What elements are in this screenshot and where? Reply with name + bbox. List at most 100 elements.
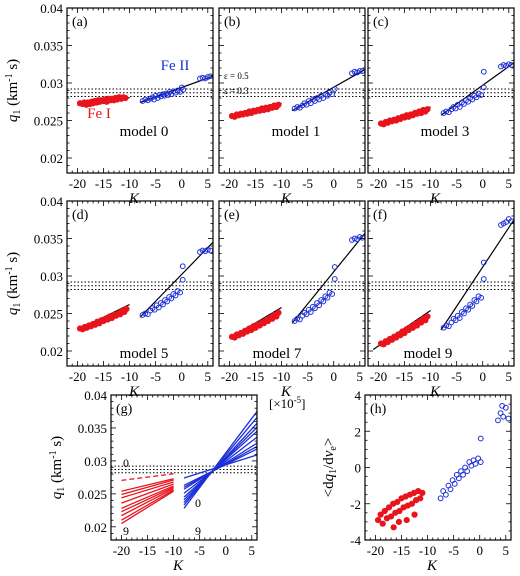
panel-tag: (c)	[373, 15, 389, 30]
fe2-point	[480, 276, 487, 282]
x-tick-label: 0	[479, 176, 486, 191]
y-tick-label: 0.04	[84, 388, 107, 403]
fe2-point	[329, 291, 336, 297]
x-tick-label: 5	[357, 369, 364, 384]
fe2-model-line	[183, 411, 257, 509]
panel-g: -20 -15 -10 -5 0 5 K 0.02 0.025 0.03 0.035 0.04 q1 (…	[48, 388, 258, 574]
fe1-model-line	[121, 478, 174, 492]
fe2-point	[351, 235, 358, 242]
fe1-point	[275, 101, 282, 108]
fe2-fit-line	[440, 219, 514, 331]
epsilon-annotation: ε = 0.5	[224, 71, 249, 81]
panel-e: -20 -15 -10 -5 0 5 K (e) model 7	[218, 200, 366, 400]
panel-tag: (g)	[116, 402, 133, 417]
x-tick-label: -15	[95, 369, 112, 384]
fe2-point	[172, 292, 179, 299]
panel-tag: (d)	[72, 208, 89, 223]
model-label: model 5	[120, 346, 169, 362]
fe2-point	[480, 68, 487, 75]
y-tick-label: 0.035	[34, 39, 63, 54]
fe2-point	[142, 96, 149, 103]
x-tick-label: -15	[396, 176, 413, 191]
fe2-fit-line	[291, 232, 365, 324]
y-axis-label: q1 (km-1 s)	[4, 252, 23, 315]
model-label: model 9	[404, 346, 453, 362]
x-tick-label: -10	[422, 369, 439, 384]
model-label: model 7	[253, 346, 302, 362]
y-tick-label: -2	[350, 497, 361, 512]
fe2-model-0-label: 0	[195, 496, 201, 510]
fe1-point	[419, 489, 426, 496]
panel-tag: (b)	[224, 15, 241, 30]
fe2-point	[456, 104, 463, 110]
fe1-model-line	[121, 483, 174, 504]
fe1-point	[411, 511, 418, 518]
x-tick-label: -5	[302, 369, 313, 384]
fe1-point	[381, 507, 388, 515]
fe2-point	[447, 486, 454, 493]
x-tick-label: 0	[476, 543, 483, 558]
fe2-point	[478, 92, 485, 98]
model-label: model 0	[120, 124, 169, 140]
fe1-point	[379, 520, 386, 527]
x-axis-label: K	[280, 384, 292, 400]
fe1-point	[408, 500, 416, 507]
fe2-point	[316, 302, 323, 309]
fe2-point	[204, 246, 211, 253]
fe2-point	[324, 294, 331, 301]
fe2-point	[437, 495, 444, 502]
fe1-point	[122, 94, 129, 102]
y-axis-label: q1 (km-1 s)	[4, 59, 23, 122]
fe2-point	[199, 74, 206, 81]
panel-tag: (f)	[373, 208, 387, 223]
x-tick-label: 5	[506, 369, 513, 384]
fe2-point	[329, 91, 336, 98]
x-tick-label: 0	[178, 369, 185, 384]
fe2-point	[351, 68, 358, 75]
fe1-point	[403, 516, 410, 524]
x-tick-label: -5	[302, 176, 313, 191]
panel-tag: (e)	[224, 208, 240, 223]
x-tick-label: -5	[451, 369, 462, 384]
fe1-point	[377, 511, 384, 518]
x-axis-label: K	[429, 384, 441, 400]
fe1-point	[390, 524, 397, 531]
fe2-point	[442, 491, 449, 498]
x-tick-label: 5	[205, 369, 212, 384]
y-tick-label: 0.025	[34, 307, 63, 322]
fe2-annotation: Fe II	[161, 58, 190, 74]
x-tick-label: -15	[393, 543, 410, 558]
fe2-point	[480, 84, 487, 91]
fe2-point	[461, 310, 467, 317]
fe2-point	[480, 259, 487, 266]
fe2-point	[455, 475, 462, 482]
x-tick-label: -15	[396, 369, 413, 384]
fe1-model-9-label: 9	[123, 524, 129, 538]
fe2-point	[451, 480, 458, 487]
plot-area	[368, 61, 514, 128]
fe2-point	[331, 86, 338, 92]
x-axis-label: K	[172, 558, 184, 574]
fe2-point	[179, 276, 186, 283]
y-tick-label: 0.035	[34, 232, 63, 247]
model-label: model 3	[421, 124, 470, 140]
model-label: model 1	[272, 124, 321, 140]
fe1-point	[424, 106, 431, 113]
fe2-point	[500, 413, 507, 420]
y-axis-label: <dq1/dve>	[321, 438, 339, 498]
fe1-model-line	[121, 479, 174, 496]
panel-d: -20 -15 -10 -5 0 5 K 0.02 0.025 0.03 0.035 0.04 q1 (…	[4, 194, 214, 400]
y-tick-label: 0	[355, 461, 362, 476]
fe2-point	[500, 62, 507, 68]
x-axis-label: K	[429, 191, 441, 207]
fe2-point	[160, 301, 166, 308]
x-axis-label: K	[128, 384, 140, 400]
fe2-point	[155, 304, 162, 311]
x-tick-label: -10	[121, 176, 138, 191]
y-tick-label: -4	[350, 533, 361, 548]
x-tick-label: -10	[165, 543, 182, 558]
panel-c: -20 -15 -10 -5 0 5 K (c) model 3	[367, 7, 515, 207]
fe2-model-line	[183, 436, 257, 494]
x-tick-label: -15	[139, 543, 156, 558]
